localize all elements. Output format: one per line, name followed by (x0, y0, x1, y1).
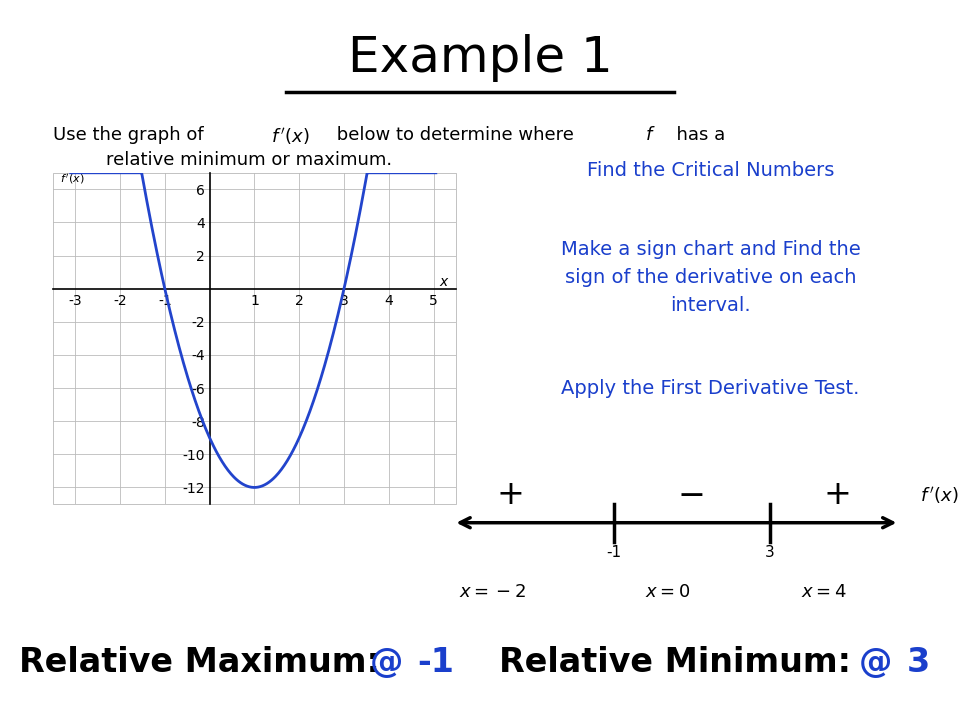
Text: -1: -1 (607, 546, 622, 560)
Text: 3: 3 (765, 546, 775, 560)
Text: $x=-2$: $x=-2$ (459, 583, 526, 601)
Text: has a: has a (665, 126, 726, 144)
Text: Apply the First Derivative Test.: Apply the First Derivative Test. (562, 379, 859, 398)
Text: 3: 3 (907, 646, 930, 679)
Text: $f\,'(x)$: $f\,'(x)$ (920, 485, 959, 505)
Text: −: − (678, 479, 706, 511)
Text: below to determine where: below to determine where (331, 126, 580, 144)
Text: @: @ (859, 646, 893, 679)
Text: $x=4$: $x=4$ (801, 583, 847, 601)
Text: +: + (496, 479, 524, 511)
Text: relative minimum or maximum.: relative minimum or maximum. (106, 151, 392, 169)
Text: $x=0$: $x=0$ (645, 583, 690, 601)
Text: Find the Critical Numbers: Find the Critical Numbers (587, 161, 834, 180)
Text: $f$: $f$ (645, 126, 656, 144)
Text: Make a sign chart and Find the
sign of the derivative on each
interval.: Make a sign chart and Find the sign of t… (561, 240, 860, 315)
Text: $f\,'(x)$: $f\,'(x)$ (271, 126, 309, 147)
Text: +: + (823, 479, 852, 511)
Text: Relative Minimum:: Relative Minimum: (499, 646, 852, 679)
Text: @: @ (370, 646, 403, 679)
Text: Example 1: Example 1 (348, 34, 612, 81)
Text: $f\,'(x)$: $f\,'(x)$ (60, 172, 84, 186)
Text: $x$: $x$ (440, 275, 450, 289)
Text: Relative Maximum:: Relative Maximum: (19, 646, 380, 679)
Text: Use the graph of: Use the graph of (53, 126, 209, 144)
Text: -1: -1 (418, 646, 454, 679)
